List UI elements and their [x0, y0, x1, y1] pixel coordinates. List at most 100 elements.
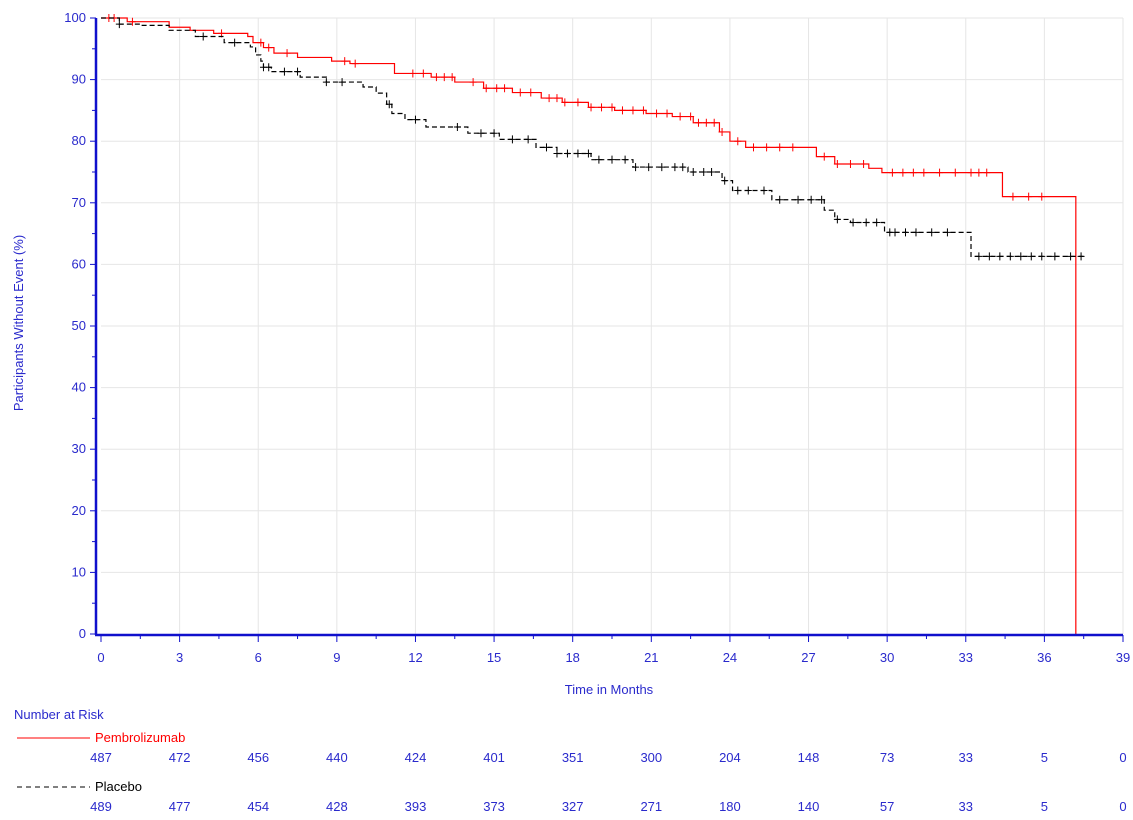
censor-mark [901, 228, 909, 237]
censor-mark [553, 94, 561, 103]
censor-mark [671, 163, 679, 172]
censor-mark [721, 176, 729, 185]
censor-mark [833, 215, 841, 224]
censor-mark [115, 20, 123, 29]
risk-value: 454 [247, 799, 269, 814]
censor-mark [676, 112, 684, 121]
censor-mark [873, 218, 881, 227]
censor-mark [776, 195, 784, 204]
censor-mark [985, 252, 993, 261]
risk-value: 401 [483, 750, 505, 765]
censor-mark [967, 168, 975, 177]
survival-curves [101, 14, 1087, 634]
censor-mark [618, 106, 626, 115]
censor-mark [760, 186, 768, 195]
risk-group-label: Pembrolizumab [95, 730, 185, 745]
censor-mark [639, 106, 647, 115]
censor-mark [501, 84, 509, 93]
censor-mark [199, 32, 207, 41]
x-tick-label: 39 [1116, 650, 1130, 665]
x-tick-label: 9 [333, 650, 340, 665]
risk-table-title: Number at Risk [14, 707, 104, 722]
censor-mark [694, 118, 702, 127]
grid [101, 17, 1124, 634]
censor-mark [888, 168, 896, 177]
series-line [101, 17, 1077, 634]
censor-mark [891, 228, 899, 237]
risk-value: 148 [798, 750, 820, 765]
risk-value: 428 [326, 799, 348, 814]
censor-mark [920, 168, 928, 177]
censor-mark [846, 159, 854, 168]
risk-value: 487 [90, 750, 112, 765]
censor-mark [794, 195, 802, 204]
censor-mark [1067, 252, 1075, 261]
censor-mark [1077, 252, 1085, 261]
x-tick-label: 33 [959, 650, 973, 665]
censor-mark [849, 218, 857, 227]
censor-mark [909, 168, 917, 177]
censor-mark [1038, 252, 1046, 261]
risk-value: 57 [880, 799, 894, 814]
censor-mark [516, 88, 524, 97]
censor-mark [862, 218, 870, 227]
censor-mark [1009, 192, 1017, 201]
censor-mark [584, 149, 592, 158]
censor-mark [257, 38, 265, 47]
risk-value: 327 [562, 799, 584, 814]
censor-mark [807, 195, 815, 204]
censor-mark [338, 78, 346, 87]
y-tick-label: 20 [72, 503, 86, 518]
censor-mark [983, 168, 991, 177]
censor-mark [700, 168, 708, 176]
y-tick-label: 90 [72, 72, 86, 87]
x-tick-label: 18 [565, 650, 579, 665]
x-tick-label: 21 [644, 650, 658, 665]
x-tick-label: 36 [1037, 650, 1051, 665]
y-tick-label: 50 [72, 318, 86, 333]
censor-mark [645, 163, 653, 172]
censor-mark [453, 123, 461, 132]
censor-mark [975, 168, 983, 177]
y-tick-label: 0 [79, 626, 86, 641]
censor-mark [595, 155, 603, 164]
censor-mark [598, 103, 606, 112]
censor-mark [574, 98, 582, 107]
censor-mark [482, 84, 490, 93]
censor-mark [632, 163, 640, 172]
censor-mark [411, 115, 419, 124]
censor-mark [448, 73, 456, 82]
censor-mark [574, 149, 582, 158]
x-tick-label: 24 [723, 650, 737, 665]
y-tick-label: 30 [72, 441, 86, 456]
x-tick-label: 27 [801, 650, 815, 665]
x-tick-label: 12 [408, 650, 422, 665]
censor-mark [322, 78, 330, 87]
censor-mark [280, 67, 288, 76]
censor-mark [351, 59, 359, 68]
censor-mark [629, 106, 637, 115]
censor-mark [561, 98, 569, 107]
censor-mark [734, 186, 742, 195]
censor-mark [951, 168, 959, 177]
censor-mark [409, 69, 417, 78]
censor-mark [563, 149, 571, 158]
series-line [101, 17, 1087, 257]
censor-mark [231, 38, 239, 47]
risk-value: 204 [719, 750, 741, 765]
censor-mark [689, 168, 697, 176]
censor-mark [708, 168, 716, 176]
x-tick-label: 30 [880, 650, 894, 665]
censor-mark [860, 159, 868, 168]
censor-mark [524, 135, 532, 144]
risk-value: 393 [405, 799, 427, 814]
censor-mark [265, 43, 273, 52]
censor-mark [621, 155, 629, 164]
y-tick-label: 70 [72, 195, 86, 210]
censor-mark [469, 78, 477, 87]
y-tick-label: 100 [64, 10, 86, 25]
y-tick-label: 40 [72, 380, 86, 395]
x-tick-label: 0 [97, 650, 104, 665]
censor-mark [776, 143, 784, 152]
censor-mark [899, 168, 907, 177]
